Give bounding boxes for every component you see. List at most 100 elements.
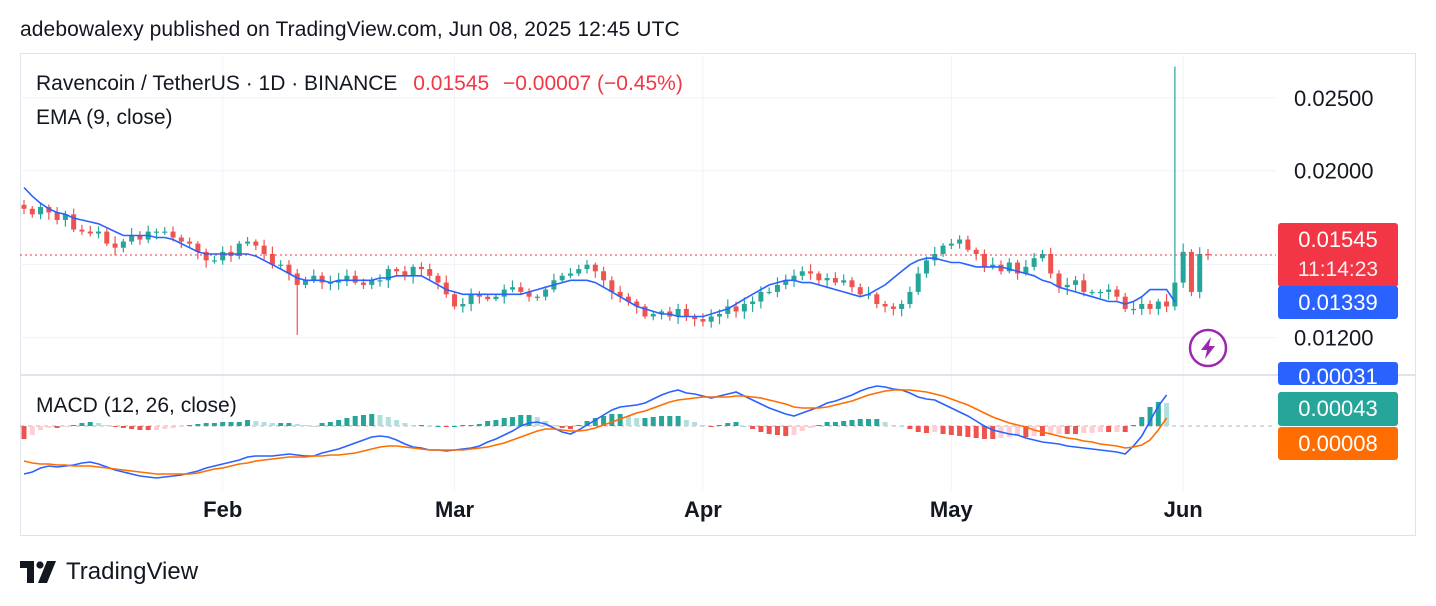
macd-legend: MACD (12, 26, close) bbox=[36, 394, 237, 417]
candle-body bbox=[1164, 301, 1170, 307]
histogram-bar bbox=[460, 425, 466, 426]
histogram-bar bbox=[62, 426, 68, 427]
histogram-bar bbox=[874, 419, 880, 426]
tradingview-logo[interactable]: TradingView bbox=[20, 558, 198, 586]
candle-body bbox=[62, 214, 68, 220]
candle-body bbox=[38, 206, 44, 215]
candle-body bbox=[385, 269, 391, 281]
candle-body bbox=[1081, 280, 1087, 292]
candle-body bbox=[261, 245, 267, 254]
candle-body bbox=[1139, 303, 1145, 309]
histogram-bar bbox=[551, 425, 557, 426]
candle-body bbox=[336, 280, 342, 283]
histogram-bar bbox=[493, 420, 499, 426]
candle-body bbox=[973, 249, 979, 254]
histogram-bar bbox=[1106, 426, 1112, 432]
histogram-bar bbox=[1139, 417, 1145, 426]
histogram-bar bbox=[311, 426, 317, 427]
histogram-bar bbox=[584, 421, 590, 426]
chart-frame[interactable] bbox=[20, 53, 1416, 536]
candle-body bbox=[377, 280, 383, 282]
histogram-bar bbox=[609, 414, 615, 426]
histogram-bar bbox=[137, 426, 143, 430]
candle-body bbox=[940, 245, 946, 254]
histogram-bar bbox=[79, 423, 85, 426]
histogram-bar bbox=[377, 415, 383, 426]
histogram-bar bbox=[733, 422, 739, 426]
candle-body bbox=[750, 301, 756, 304]
histogram-bar bbox=[973, 426, 979, 438]
candle-body bbox=[534, 296, 540, 298]
candle-body bbox=[841, 280, 847, 283]
signal-value-tag: 0.00008 bbox=[1278, 427, 1398, 460]
histogram-value-tag: 0.00043 bbox=[1278, 392, 1398, 426]
candle-body bbox=[675, 308, 681, 317]
candle-body bbox=[120, 241, 126, 248]
histogram-bar bbox=[526, 415, 532, 426]
histogram-bar bbox=[510, 417, 516, 426]
histogram-bar bbox=[650, 417, 656, 426]
histogram-bar bbox=[360, 415, 366, 426]
histogram-bar bbox=[518, 415, 524, 426]
histogram-bar bbox=[261, 422, 267, 426]
candle-body bbox=[1089, 291, 1095, 294]
last-price-tag-value: 0.01545 bbox=[1298, 227, 1378, 252]
histogram-bar bbox=[824, 422, 830, 426]
histogram-bar bbox=[410, 425, 416, 426]
histogram-bar bbox=[816, 425, 822, 426]
histogram-bar bbox=[468, 425, 474, 426]
candle-body bbox=[957, 239, 963, 244]
histogram-bar bbox=[1097, 426, 1103, 432]
candle-body bbox=[716, 313, 722, 317]
candle-body bbox=[410, 266, 416, 276]
histogram-bar bbox=[741, 426, 747, 427]
histogram-bar bbox=[220, 422, 226, 426]
candle-body bbox=[642, 306, 648, 317]
ema-legend: EMA (9, close) bbox=[36, 106, 173, 129]
candle-body bbox=[79, 229, 85, 232]
histogram-bar bbox=[187, 425, 193, 426]
candle-body bbox=[948, 243, 954, 246]
histogram-bar bbox=[29, 426, 35, 435]
histogram-bar bbox=[203, 423, 209, 426]
candle-body bbox=[1155, 301, 1161, 309]
candle-body bbox=[236, 243, 242, 257]
histogram-bar bbox=[783, 426, 789, 436]
histogram-bar bbox=[758, 426, 764, 432]
histogram-bar bbox=[667, 416, 673, 426]
price-tick-label: 0.02500 bbox=[1294, 86, 1374, 111]
candle-body bbox=[468, 294, 474, 304]
histogram-bar bbox=[559, 426, 565, 428]
tradingview-logo-icon bbox=[20, 561, 56, 583]
candle-body bbox=[286, 264, 292, 274]
histogram-bar bbox=[21, 426, 27, 439]
histogram-bar bbox=[716, 425, 722, 426]
last-price-tag: 0.01545 11:14:23 bbox=[1278, 223, 1398, 287]
candle-body bbox=[601, 271, 607, 281]
candle-body bbox=[153, 231, 159, 233]
histogram-bar bbox=[592, 418, 598, 426]
histogram-bar bbox=[849, 420, 855, 426]
histogram-bar bbox=[228, 422, 234, 426]
candle-body bbox=[1205, 253, 1211, 256]
histogram-bar bbox=[882, 422, 888, 426]
candle-body bbox=[1197, 253, 1203, 292]
histogram-bar bbox=[1023, 426, 1029, 437]
histogram-bar bbox=[1114, 426, 1120, 432]
candle-body bbox=[824, 278, 830, 281]
candle-body bbox=[71, 214, 77, 230]
histogram-bar bbox=[245, 420, 251, 426]
candle-body bbox=[137, 235, 143, 240]
histogram-bar bbox=[153, 426, 159, 430]
month-tick-label: Feb bbox=[203, 497, 242, 522]
candle-body bbox=[87, 231, 93, 234]
histogram-bar bbox=[634, 418, 640, 426]
histogram-bar bbox=[104, 425, 110, 426]
candle-body bbox=[692, 316, 698, 320]
month-tick-label: Apr bbox=[684, 497, 722, 522]
histogram-bar bbox=[617, 414, 623, 426]
histogram-bar bbox=[54, 426, 60, 428]
histogram-bar bbox=[642, 418, 648, 426]
histogram-bar bbox=[1155, 402, 1161, 426]
